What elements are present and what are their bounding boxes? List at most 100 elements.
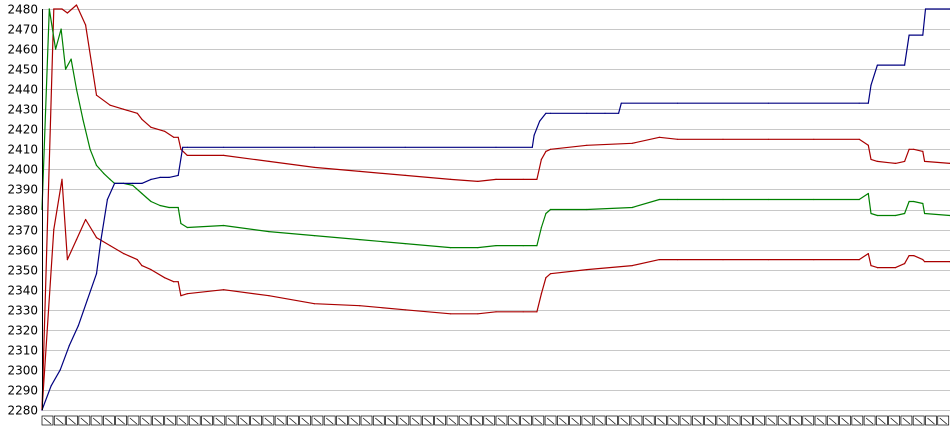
series-0-point-43: [908, 148, 910, 150]
series-2-point-17: [223, 289, 225, 291]
x-tick-stroke-4: [92, 417, 101, 425]
x-tick-mark-54: [704, 415, 716, 426]
series-1-point-34: [545, 212, 547, 215]
series-2-point-40: [876, 267, 879, 269]
series-2-point-15: [180, 295, 182, 297]
y-tick-label-2370: 2370: [7, 224, 38, 238]
x-tick-mark-19: [274, 415, 287, 426]
series-1-point-37: [631, 206, 633, 209]
series-0-point-17: [223, 154, 225, 156]
series-0-point-34: [722, 138, 724, 140]
x-tick-stroke-72: [927, 417, 935, 425]
y-tick-label-2450: 2450: [7, 63, 38, 77]
x-axis-tick-labels: [41, 415, 950, 426]
x-tick-stroke-21: [301, 417, 309, 425]
x-tick-stroke-52: [681, 417, 690, 425]
series-1-point-42: [813, 198, 815, 201]
y-tick-label-2350: 2350: [7, 264, 38, 278]
series-1-point-35: [549, 208, 552, 211]
series-1-point-4: [65, 68, 67, 70]
series-2-point-31: [631, 265, 633, 267]
series-0-point-2: [61, 8, 63, 10]
x-tick-stroke-3: [80, 417, 89, 425]
series-2-point-4: [75, 239, 78, 241]
x-tick-mark-73: [937, 415, 950, 426]
x-tick-mark-41: [544, 415, 557, 426]
series-2-point-18: [268, 295, 270, 297]
x-tick-mark-35: [471, 415, 483, 426]
x-tick-mark-2: [66, 415, 78, 426]
x-tick-mark-49: [642, 415, 655, 426]
x-tick-mark-28: [385, 415, 397, 426]
series-1-point-3: [60, 28, 62, 30]
series-2-point-37: [858, 259, 860, 261]
x-tick-stroke-50: [657, 417, 665, 425]
series-2-point-10: [141, 265, 143, 267]
x-tick-stroke-15: [227, 417, 236, 425]
y-tick-label-2460: 2460: [7, 43, 38, 57]
series-0-point-44: [913, 148, 915, 150]
y-tick-label-2430: 2430: [7, 103, 38, 117]
y-tick-label-2360: 2360: [7, 244, 38, 258]
series-3-point-33: [767, 102, 770, 104]
y-tick-label-2390: 2390: [7, 183, 38, 197]
x-tick-mark-3: [78, 415, 91, 426]
series-0-line: [41, 4, 950, 411]
series-0-point-31: [631, 142, 633, 144]
series-2-point-26: [536, 311, 538, 313]
series-2-point-44: [913, 255, 915, 257]
series-3-point-11: [132, 182, 134, 184]
x-tick-stroke-28: [387, 417, 395, 425]
x-tick-mark-48: [630, 415, 643, 426]
series-1-point-1: [48, 8, 50, 10]
series-1-point-41: [767, 198, 770, 201]
series-0-point-46: [924, 160, 926, 162]
x-tick-stroke-13: [203, 417, 211, 425]
x-tick-stroke-63: [816, 417, 825, 425]
series-0-point-28: [545, 150, 547, 152]
series-1-point-29: [477, 247, 479, 249]
series-3-point-5: [86, 299, 88, 301]
x-tick-stroke-25: [350, 417, 358, 425]
series-3-point-29: [604, 112, 606, 114]
x-tick-mark-5: [103, 415, 115, 426]
series-2-point-30: [586, 269, 588, 271]
x-tick-stroke-7: [129, 417, 138, 425]
series-0-point-21: [404, 174, 406, 176]
x-tick-stroke-44: [583, 417, 592, 425]
series-2-point-27: [540, 293, 543, 295]
y-tick-label-2470: 2470: [7, 23, 38, 37]
y-tick-label-2310: 2310: [7, 344, 38, 358]
series-1-point-44: [867, 192, 869, 195]
x-tick-mark-69: [888, 415, 900, 426]
x-tick-stroke-6: [117, 417, 125, 425]
x-tick-stroke-57: [743, 417, 751, 425]
series-2-point-29: [549, 273, 552, 275]
x-tick-stroke-71: [914, 417, 923, 425]
x-tick-mark-46: [606, 415, 618, 426]
x-tick-mark-22: [311, 415, 324, 426]
series-1-point-36: [586, 208, 588, 211]
x-tick-mark-53: [691, 415, 704, 426]
x-tick-stroke-36: [485, 417, 493, 425]
series-1-line: [41, 8, 950, 249]
series-1-point-26: [359, 239, 361, 241]
x-tick-stroke-10: [166, 417, 174, 425]
series-3-point-18: [186, 146, 188, 148]
series-3-point-40: [922, 34, 924, 36]
x-tick-stroke-32: [436, 417, 444, 425]
x-tick-mark-21: [299, 415, 312, 426]
x-tick-stroke-14: [215, 417, 224, 425]
x-tick-stroke-68: [878, 417, 886, 425]
series-0-point-22: [450, 178, 452, 180]
series-2-point-34: [722, 259, 724, 261]
series-1-point-10: [103, 172, 105, 174]
x-tick-mark-47: [618, 415, 631, 426]
x-tick-mark-33: [446, 415, 459, 426]
x-tick-mark-50: [655, 415, 667, 426]
series-3-point-2: [59, 369, 61, 371]
series-1-point-16: [145, 196, 147, 199]
y-tick-label-2400: 2400: [7, 163, 38, 177]
series-3-point-10: [123, 182, 125, 184]
series-2-point-16: [186, 293, 188, 295]
